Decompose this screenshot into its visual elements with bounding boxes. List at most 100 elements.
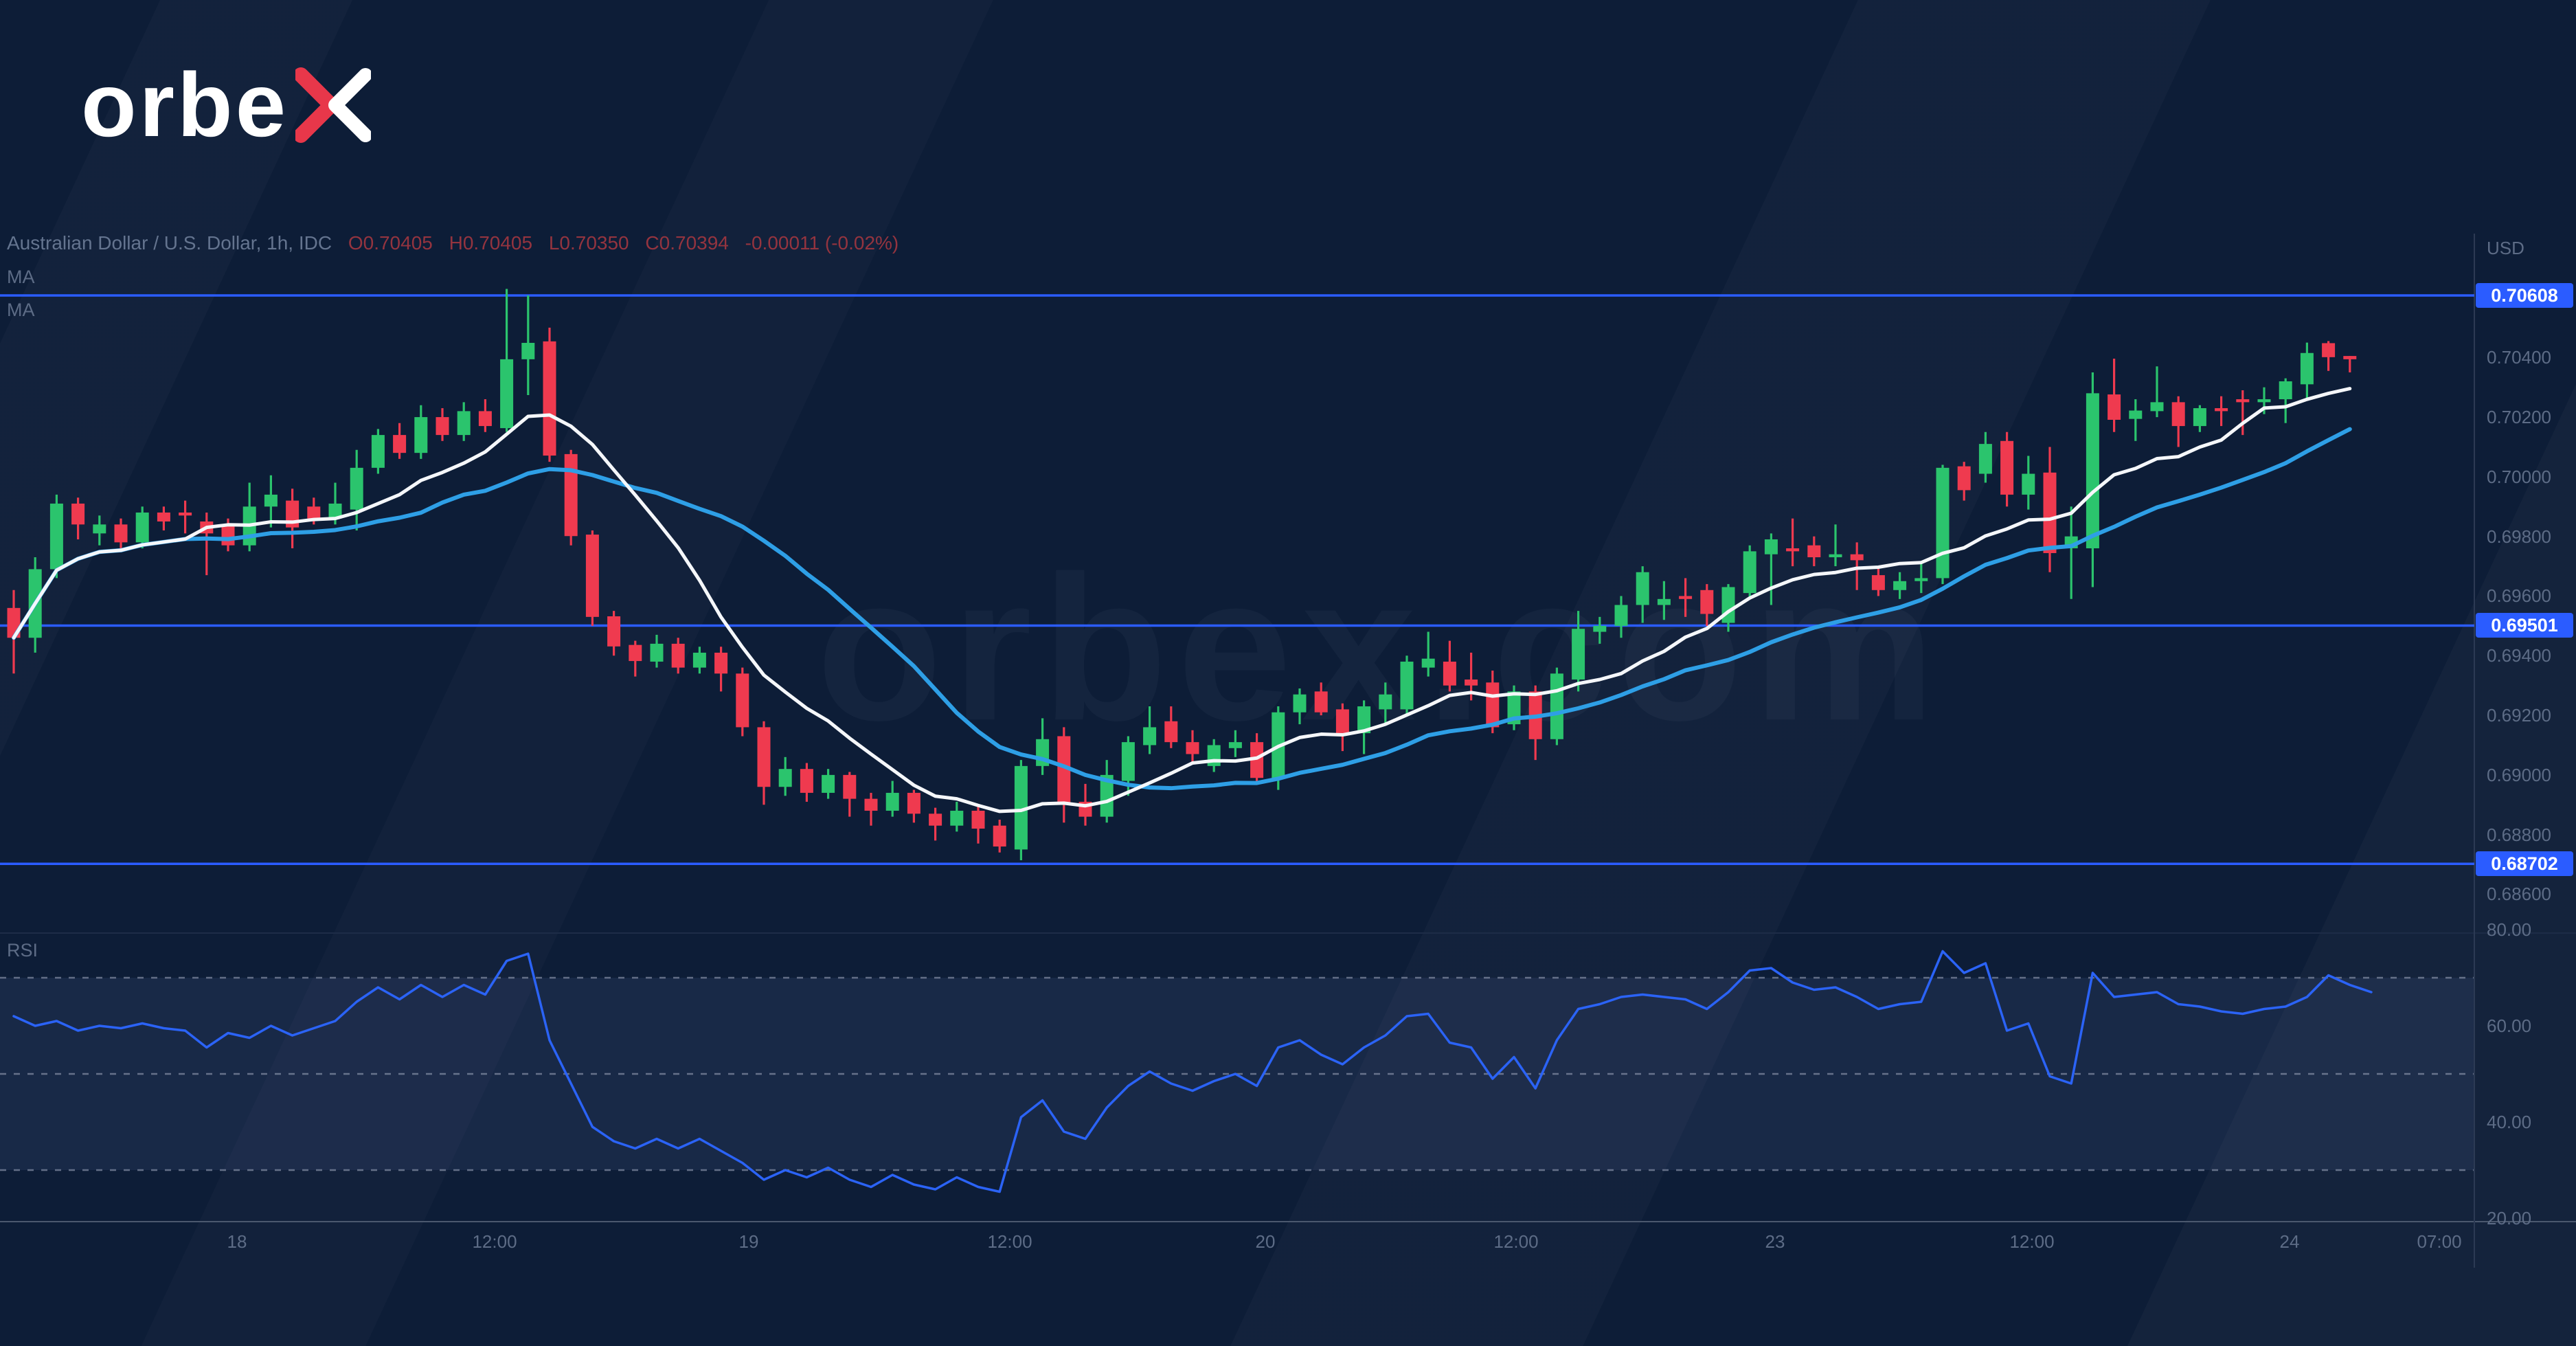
ohlc-open: O0.70405: [348, 232, 433, 254]
candle-body-down: [1250, 742, 1264, 778]
candle-body-up: [2300, 352, 2314, 385]
candle-body-up: [2279, 381, 2292, 400]
candle-body-down: [629, 644, 642, 662]
time-tick-label: 12:00: [987, 1231, 1032, 1252]
candle-body-down: [929, 814, 942, 826]
rsi-tick-label: 80.00: [2487, 919, 2532, 940]
ma-line-blue: [12, 427, 2352, 791]
candle-body-up: [350, 467, 363, 510]
candle-body-up: [1636, 572, 1649, 605]
candle-body-down: [1700, 590, 1714, 614]
candle-body-up: [2129, 410, 2143, 419]
candle-body-down: [971, 810, 985, 829]
candle-body-up: [1014, 765, 1028, 850]
candle-body-up: [135, 512, 149, 543]
candle-body-up: [1228, 742, 1242, 748]
orbex-logo: orbe: [81, 54, 372, 157]
candle-body-up: [1100, 774, 1114, 817]
candle-body-down: [157, 512, 170, 521]
candle-body-up: [1614, 605, 1628, 626]
candle-body-up: [414, 417, 428, 453]
ohlc-close: C0.70394: [645, 232, 729, 254]
time-tick-label: 12:00: [472, 1231, 517, 1252]
candle-body-up: [885, 792, 899, 811]
rsi-tick-label: 20.00: [2487, 1208, 2532, 1229]
candle-body-down: [564, 453, 578, 537]
symbol-title: Australian Dollar / U.S. Dollar, 1h, IDC…: [7, 232, 899, 254]
price-level-badge: 0.69501: [2476, 613, 2573, 638]
candle-body-up: [1743, 551, 1756, 594]
candle-body-up: [1550, 673, 1563, 739]
candle-body-down: [671, 643, 685, 668]
price-tick-label: 0.70000: [2487, 466, 2551, 487]
candle-body-down: [1164, 721, 1178, 743]
logo-x-icon: [295, 67, 372, 143]
candle-body-up: [1893, 581, 1907, 590]
candle-body-down: [1057, 736, 1071, 805]
candle-body-down: [307, 506, 321, 519]
candle-body-up: [1978, 444, 1992, 474]
candle-body-up: [328, 503, 342, 519]
logo-text: orbe: [81, 54, 289, 155]
candle-body-down: [907, 792, 920, 814]
candle-body-down: [2215, 408, 2228, 412]
candle-body-down: [757, 727, 771, 787]
price-tick-label: 0.69200: [2487, 705, 2551, 726]
ohlc-low: L0.70350: [548, 232, 629, 254]
candle-body-up: [1936, 467, 1950, 579]
candle-body-up: [1572, 629, 1585, 680]
candle-body-up: [1400, 661, 1414, 710]
ohlc-high: H0.70405: [449, 232, 533, 254]
candle-body-up: [49, 503, 63, 570]
candle-body-down: [436, 417, 449, 436]
candle-body-up: [521, 343, 535, 359]
candle-body-up: [371, 435, 385, 468]
candle-body-down: [1807, 545, 1821, 558]
candle-body-up: [2193, 408, 2206, 427]
time-tick-label: 24: [2279, 1231, 2300, 1252]
candle-body-down: [478, 411, 492, 427]
price-level-badge: 0.68702: [2476, 851, 2573, 877]
candle-body-down: [1465, 679, 1478, 686]
candle-body-up: [1914, 578, 1928, 581]
candle-body-down: [864, 798, 878, 811]
candle-body-up: [1657, 598, 1671, 605]
price-tick-label: 0.70400: [2487, 347, 2551, 368]
candle-body-down: [1957, 466, 1971, 491]
candle-body-down: [1186, 742, 1199, 754]
ohlc-change: -0.00011 (-0.02%): [745, 232, 899, 254]
candle-body-down: [993, 825, 1006, 847]
candle-body-down: [2043, 472, 2057, 553]
candle-body-up: [93, 524, 106, 534]
currency-label: USD: [2487, 238, 2524, 258]
candle-body-down: [393, 435, 407, 453]
candle-body-down: [1850, 554, 1864, 561]
candle-body-down: [221, 524, 235, 546]
price-tick-label: 0.69600: [2487, 585, 2551, 607]
candle-body-up: [1143, 727, 1157, 745]
candle-body-up: [2257, 399, 2271, 403]
candle-body-down: [2108, 394, 2121, 420]
candle-body-up: [1507, 691, 1521, 725]
candle-body-down: [1314, 691, 1328, 713]
candle-body-down: [2000, 440, 2014, 495]
candle-body-down: [843, 774, 857, 799]
candle-body-up: [1421, 658, 1435, 668]
rsi-tick-label: 60.00: [2487, 1016, 2532, 1036]
candle-body-down: [1486, 682, 1500, 728]
candle-body-up: [500, 359, 514, 429]
candle-body-up: [822, 774, 835, 793]
candle-body-down: [179, 512, 192, 516]
candle-body-up: [457, 411, 471, 436]
time-tick-label: 12:00: [2009, 1231, 2055, 1252]
candle-body-up: [1764, 539, 1778, 554]
time-tick-label: 20: [1255, 1231, 1276, 1252]
candle-body-up: [2086, 393, 2099, 549]
price-tick-label: 0.69000: [2487, 764, 2551, 785]
candle-body-down: [543, 341, 556, 456]
candle-body-up: [1121, 742, 1135, 781]
candle-body-down: [800, 769, 813, 793]
candle-body-down: [1679, 596, 1693, 599]
candle-body-down: [714, 652, 728, 674]
